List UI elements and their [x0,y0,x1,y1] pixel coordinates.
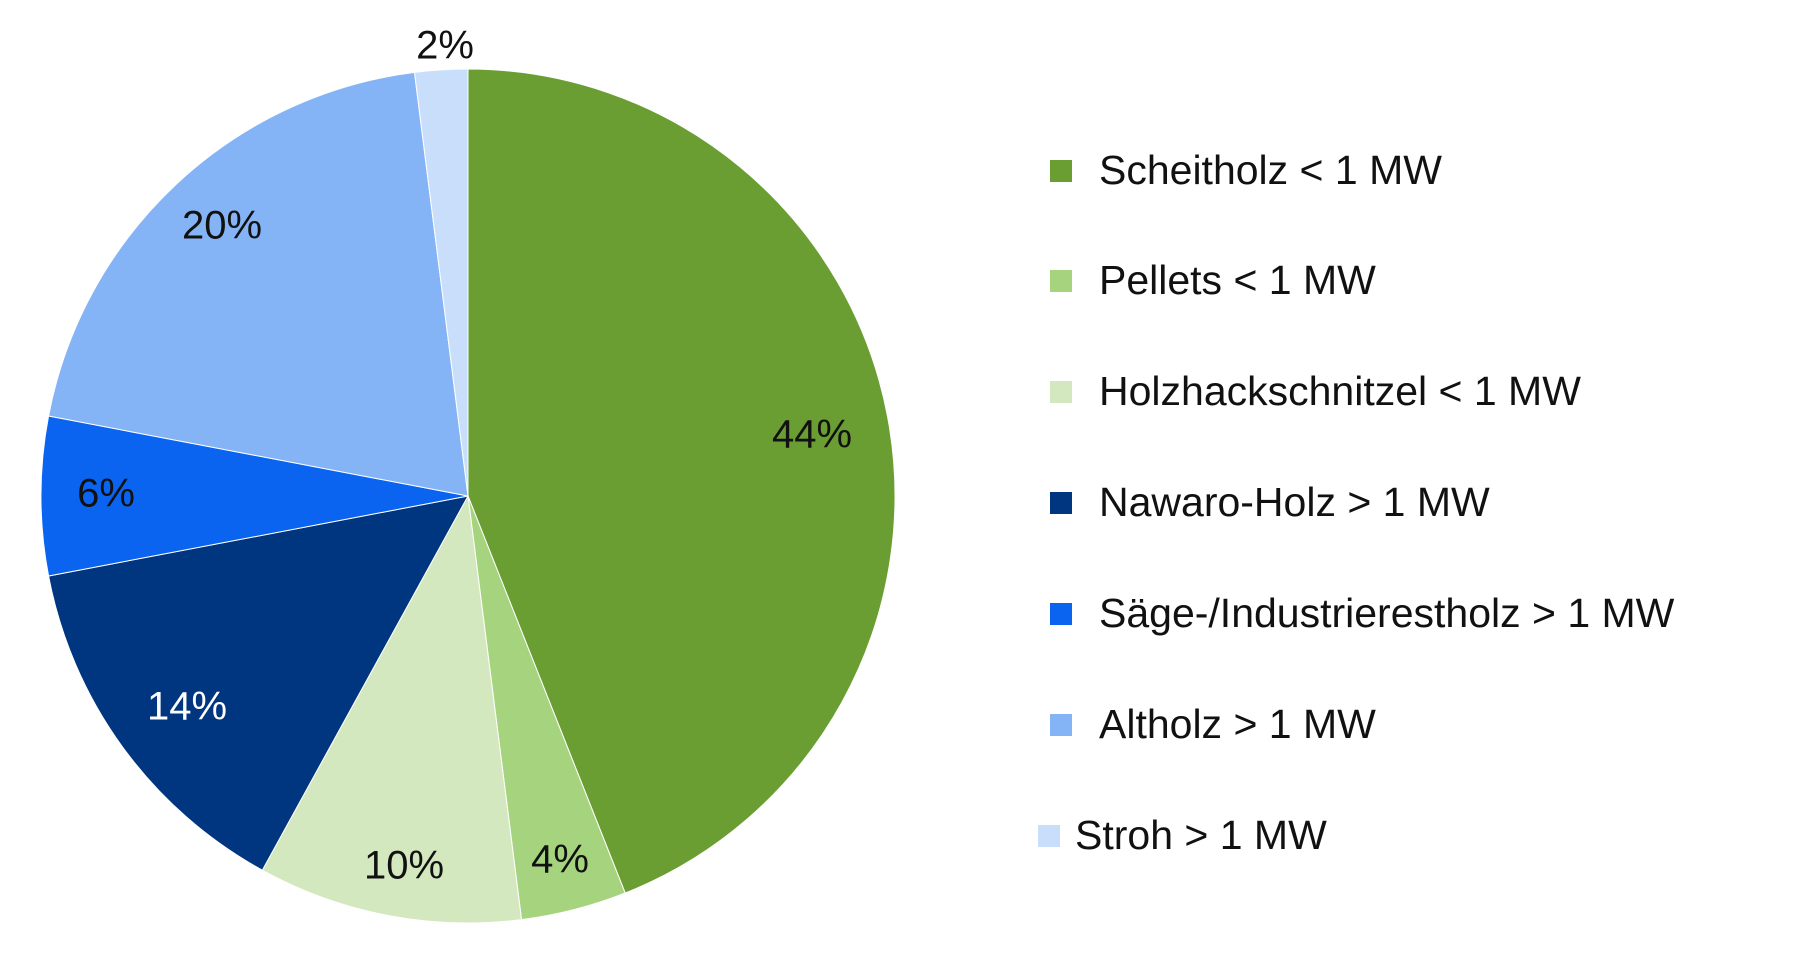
data-label: 2% [416,24,474,68]
legend-label: Nawaro-Holz > 1 MW [1099,479,1490,525]
legend-label: Pellets < 1 MW [1099,257,1376,303]
legend-swatch [1050,159,1072,182]
pie-chart: 44% 4% 10% 14% 6% 20% 2% [40,24,896,924]
legend-label: Stroh > 1 MW [1075,812,1327,858]
legend-label: Säge-/Industrierestholz > 1 MW [1099,590,1675,636]
legend-swatch [1050,713,1072,736]
pie-slice [47,71,469,497]
legend-item: Pellets < 1 MW [1050,257,1376,304]
data-label: 6% [77,472,135,516]
pie-slice [261,494,523,924]
legend-label: Altholz > 1 MW [1099,701,1376,747]
pie-slice [40,415,469,577]
legend-swatch [1050,380,1072,403]
legend-item: Säge-/Industrierestholz > 1 MW [1050,590,1674,637]
legend-item: Altholz > 1 MW [1050,701,1376,748]
data-label: 44% [772,413,852,457]
legend-swatch [1050,602,1072,625]
data-label: 4% [531,838,589,882]
legend-label: Holzhackschnitzel < 1 MW [1099,368,1581,414]
legend-item: Holzhackschnitzel < 1 MW [1050,368,1581,415]
legend-swatch [1050,269,1072,292]
legend-label: Scheitholz < 1 MW [1099,147,1442,193]
pie-slice [47,495,469,871]
data-label: 20% [182,204,262,248]
legend-item: Scheitholz < 1 MW [1050,147,1442,194]
pie-slice [467,68,896,894]
legend-item: Nawaro-Holz > 1 MW [1050,479,1490,526]
legend-swatch [1038,824,1060,847]
data-label: 14% [147,685,227,729]
legend-item: Stroh > 1 MW [1038,812,1327,859]
data-label: 10% [364,844,444,888]
legend-swatch [1050,491,1072,514]
pie-slice [413,68,469,497]
